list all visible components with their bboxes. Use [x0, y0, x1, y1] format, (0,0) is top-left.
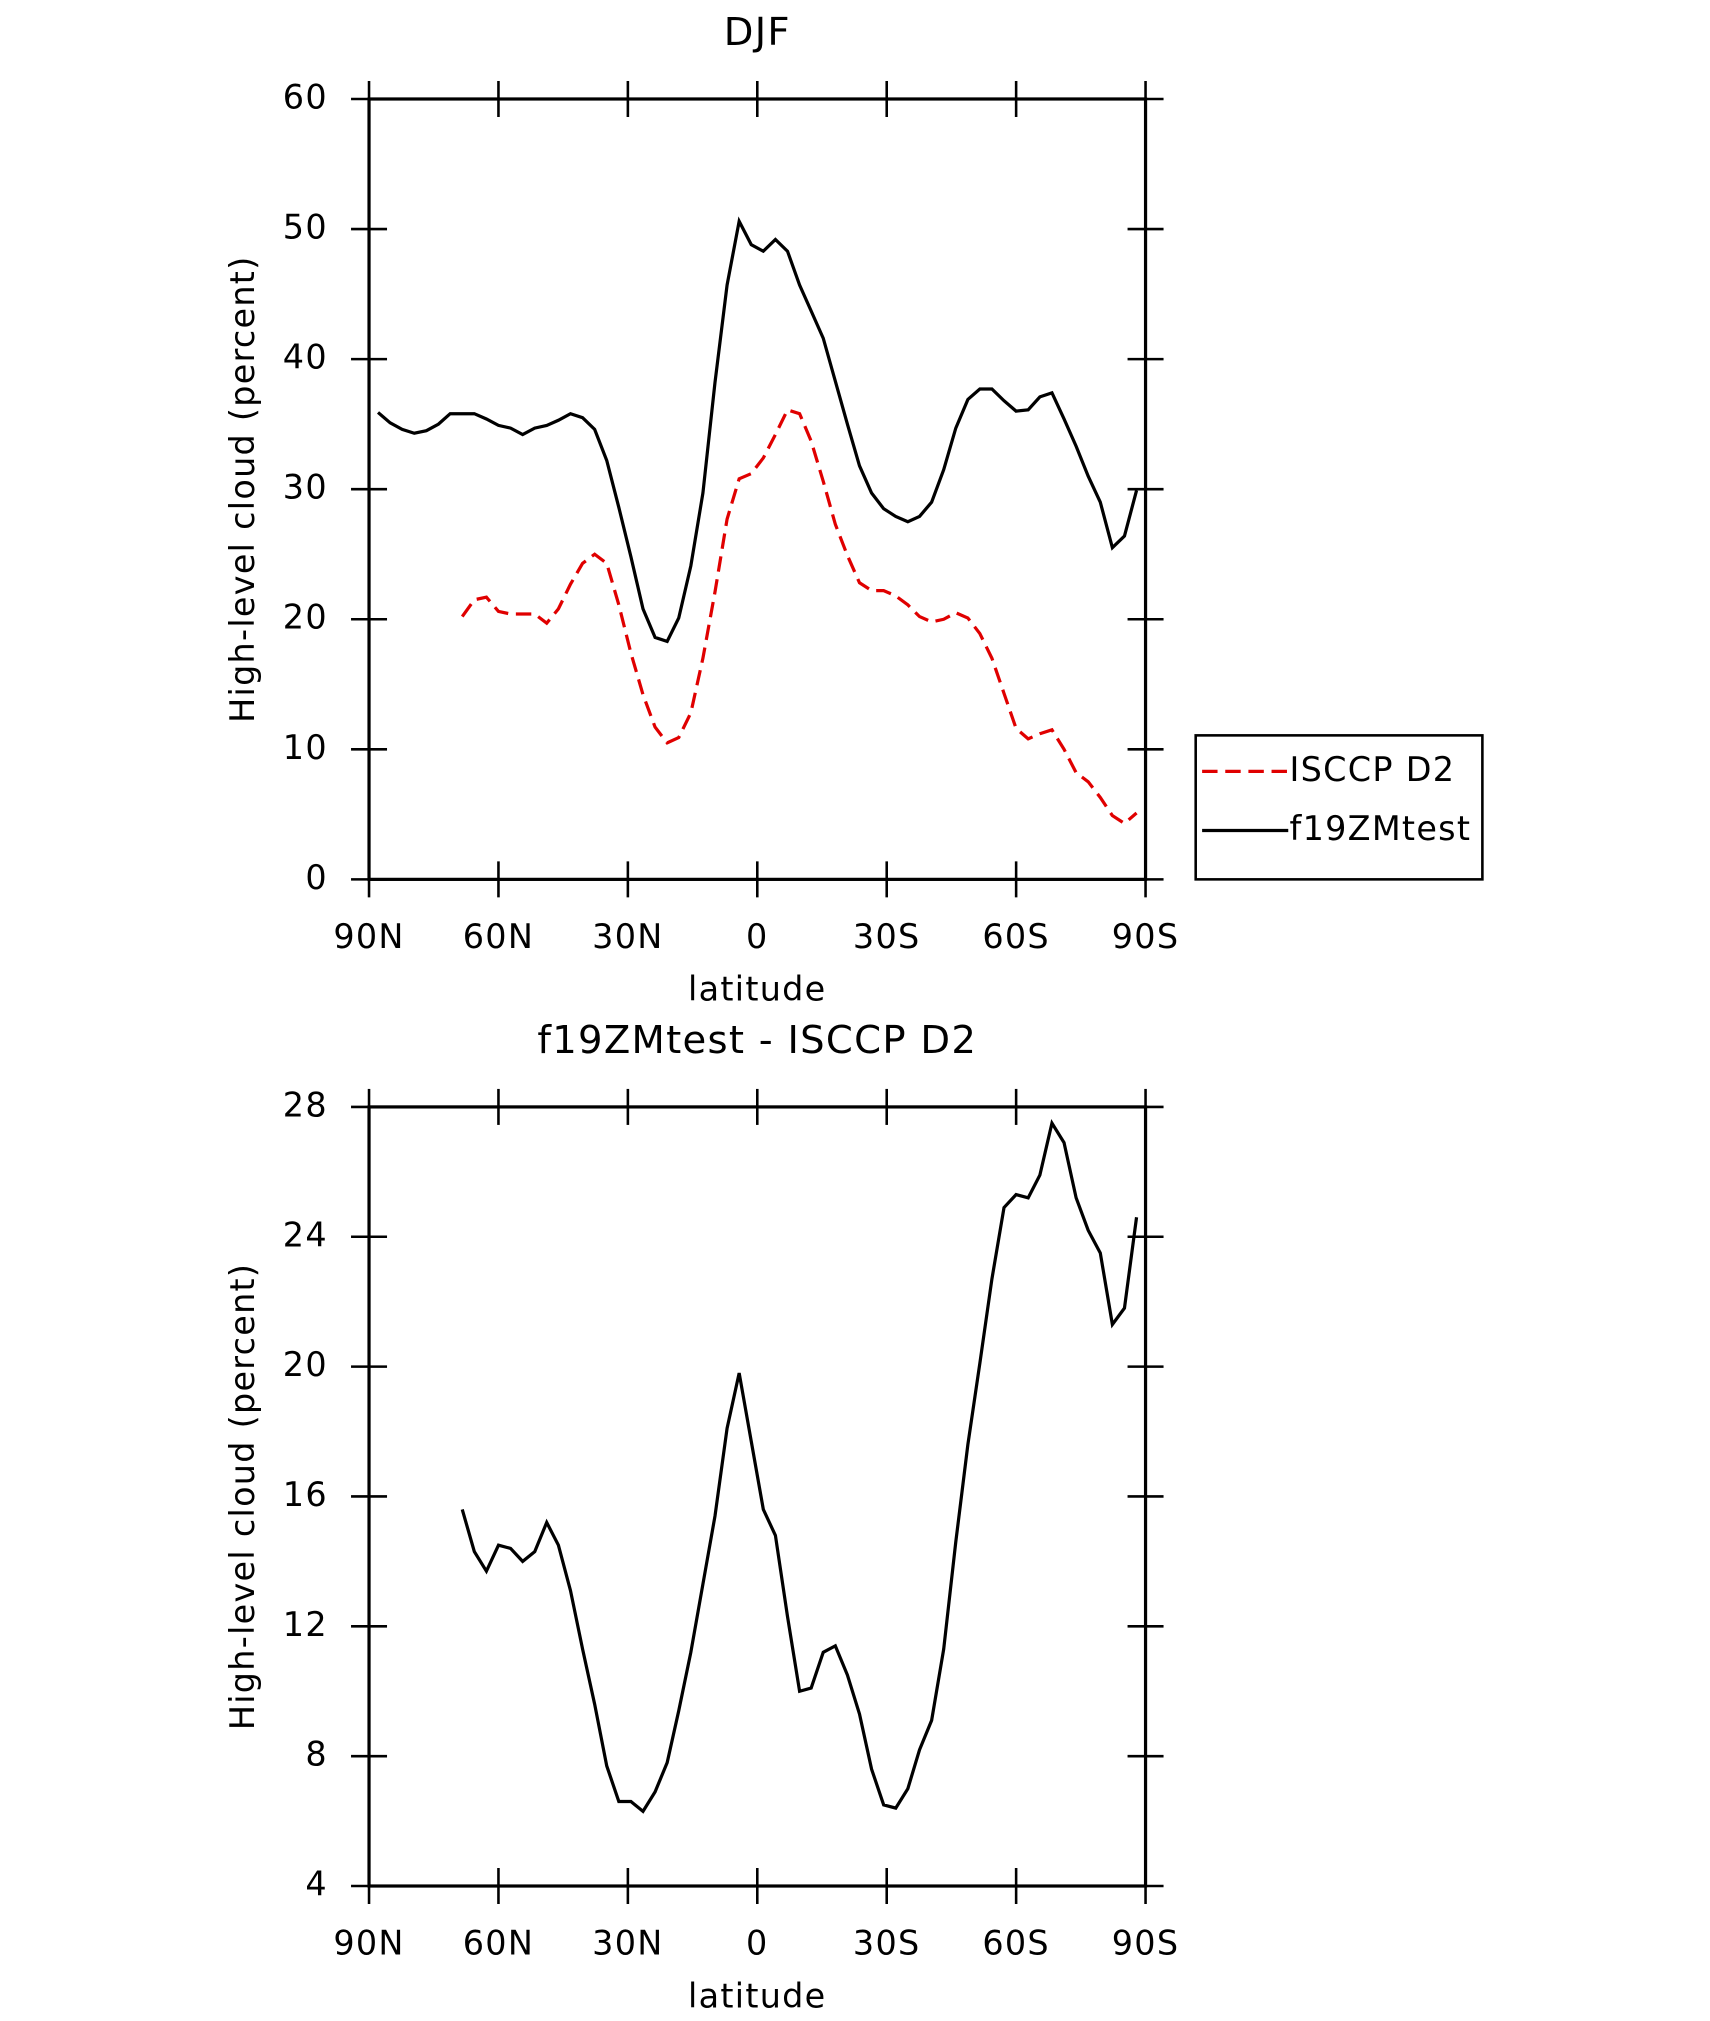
- y-tick-label: 20: [283, 1345, 328, 1384]
- plot-frame: [367, 1105, 1148, 1888]
- y-tick-label: 20: [283, 598, 328, 637]
- x-tick-label: 90S: [1112, 917, 1180, 956]
- x-tick-label: 90S: [1112, 1924, 1180, 1963]
- x-tick-label: 30S: [853, 917, 921, 956]
- x-tick-label: 90N: [333, 917, 404, 956]
- y-tick-label: 40: [283, 338, 328, 377]
- series-line: [460, 1118, 1139, 1814]
- chart-title: f19ZMtest - ISCCP D2: [537, 1018, 977, 1063]
- y-tick-label: 8: [305, 1735, 328, 1774]
- legend-box: [1194, 734, 1484, 881]
- chart-title: DJF: [724, 10, 791, 55]
- x-tick-label: 60N: [463, 917, 534, 956]
- y-tick-label: 30: [283, 468, 328, 507]
- y-axis-label: High-level cloud (percent): [223, 255, 262, 722]
- y-tick-label: 50: [283, 208, 328, 247]
- y-axis-label: High-level cloud (percent): [223, 1263, 262, 1730]
- x-tick-label: 60S: [982, 1924, 1050, 1963]
- legend-label: ISCCP D2: [1290, 750, 1456, 789]
- y-tick-label: 24: [283, 1215, 328, 1254]
- x-tick-label: 60N: [463, 1924, 534, 1963]
- y-tick-label: 28: [283, 1085, 328, 1124]
- x-tick-label: 30S: [853, 1924, 921, 1963]
- x-tick-label: 0: [746, 917, 769, 956]
- series-line: [376, 216, 1139, 644]
- y-tick-label: 12: [283, 1605, 328, 1644]
- legend-label: f19ZMtest: [1290, 809, 1472, 848]
- x-tick-label: 90N: [333, 1924, 404, 1963]
- y-tick-label: 4: [305, 1865, 328, 1904]
- x-tick-label: 30N: [592, 917, 663, 956]
- y-tick-label: 16: [283, 1475, 328, 1514]
- x-tick-label: 30N: [592, 1924, 663, 1963]
- y-tick-label: 60: [283, 77, 328, 116]
- y-tick-label: 0: [305, 858, 328, 897]
- x-tick-label: 0: [746, 1924, 769, 1963]
- plot-frame: [367, 97, 1148, 881]
- x-tick-label: 60S: [982, 917, 1050, 956]
- x-axis-label: latitude: [688, 970, 826, 1009]
- y-tick-label: 10: [283, 728, 328, 767]
- series-line: [460, 407, 1138, 826]
- x-axis-label: latitude: [688, 1976, 826, 2015]
